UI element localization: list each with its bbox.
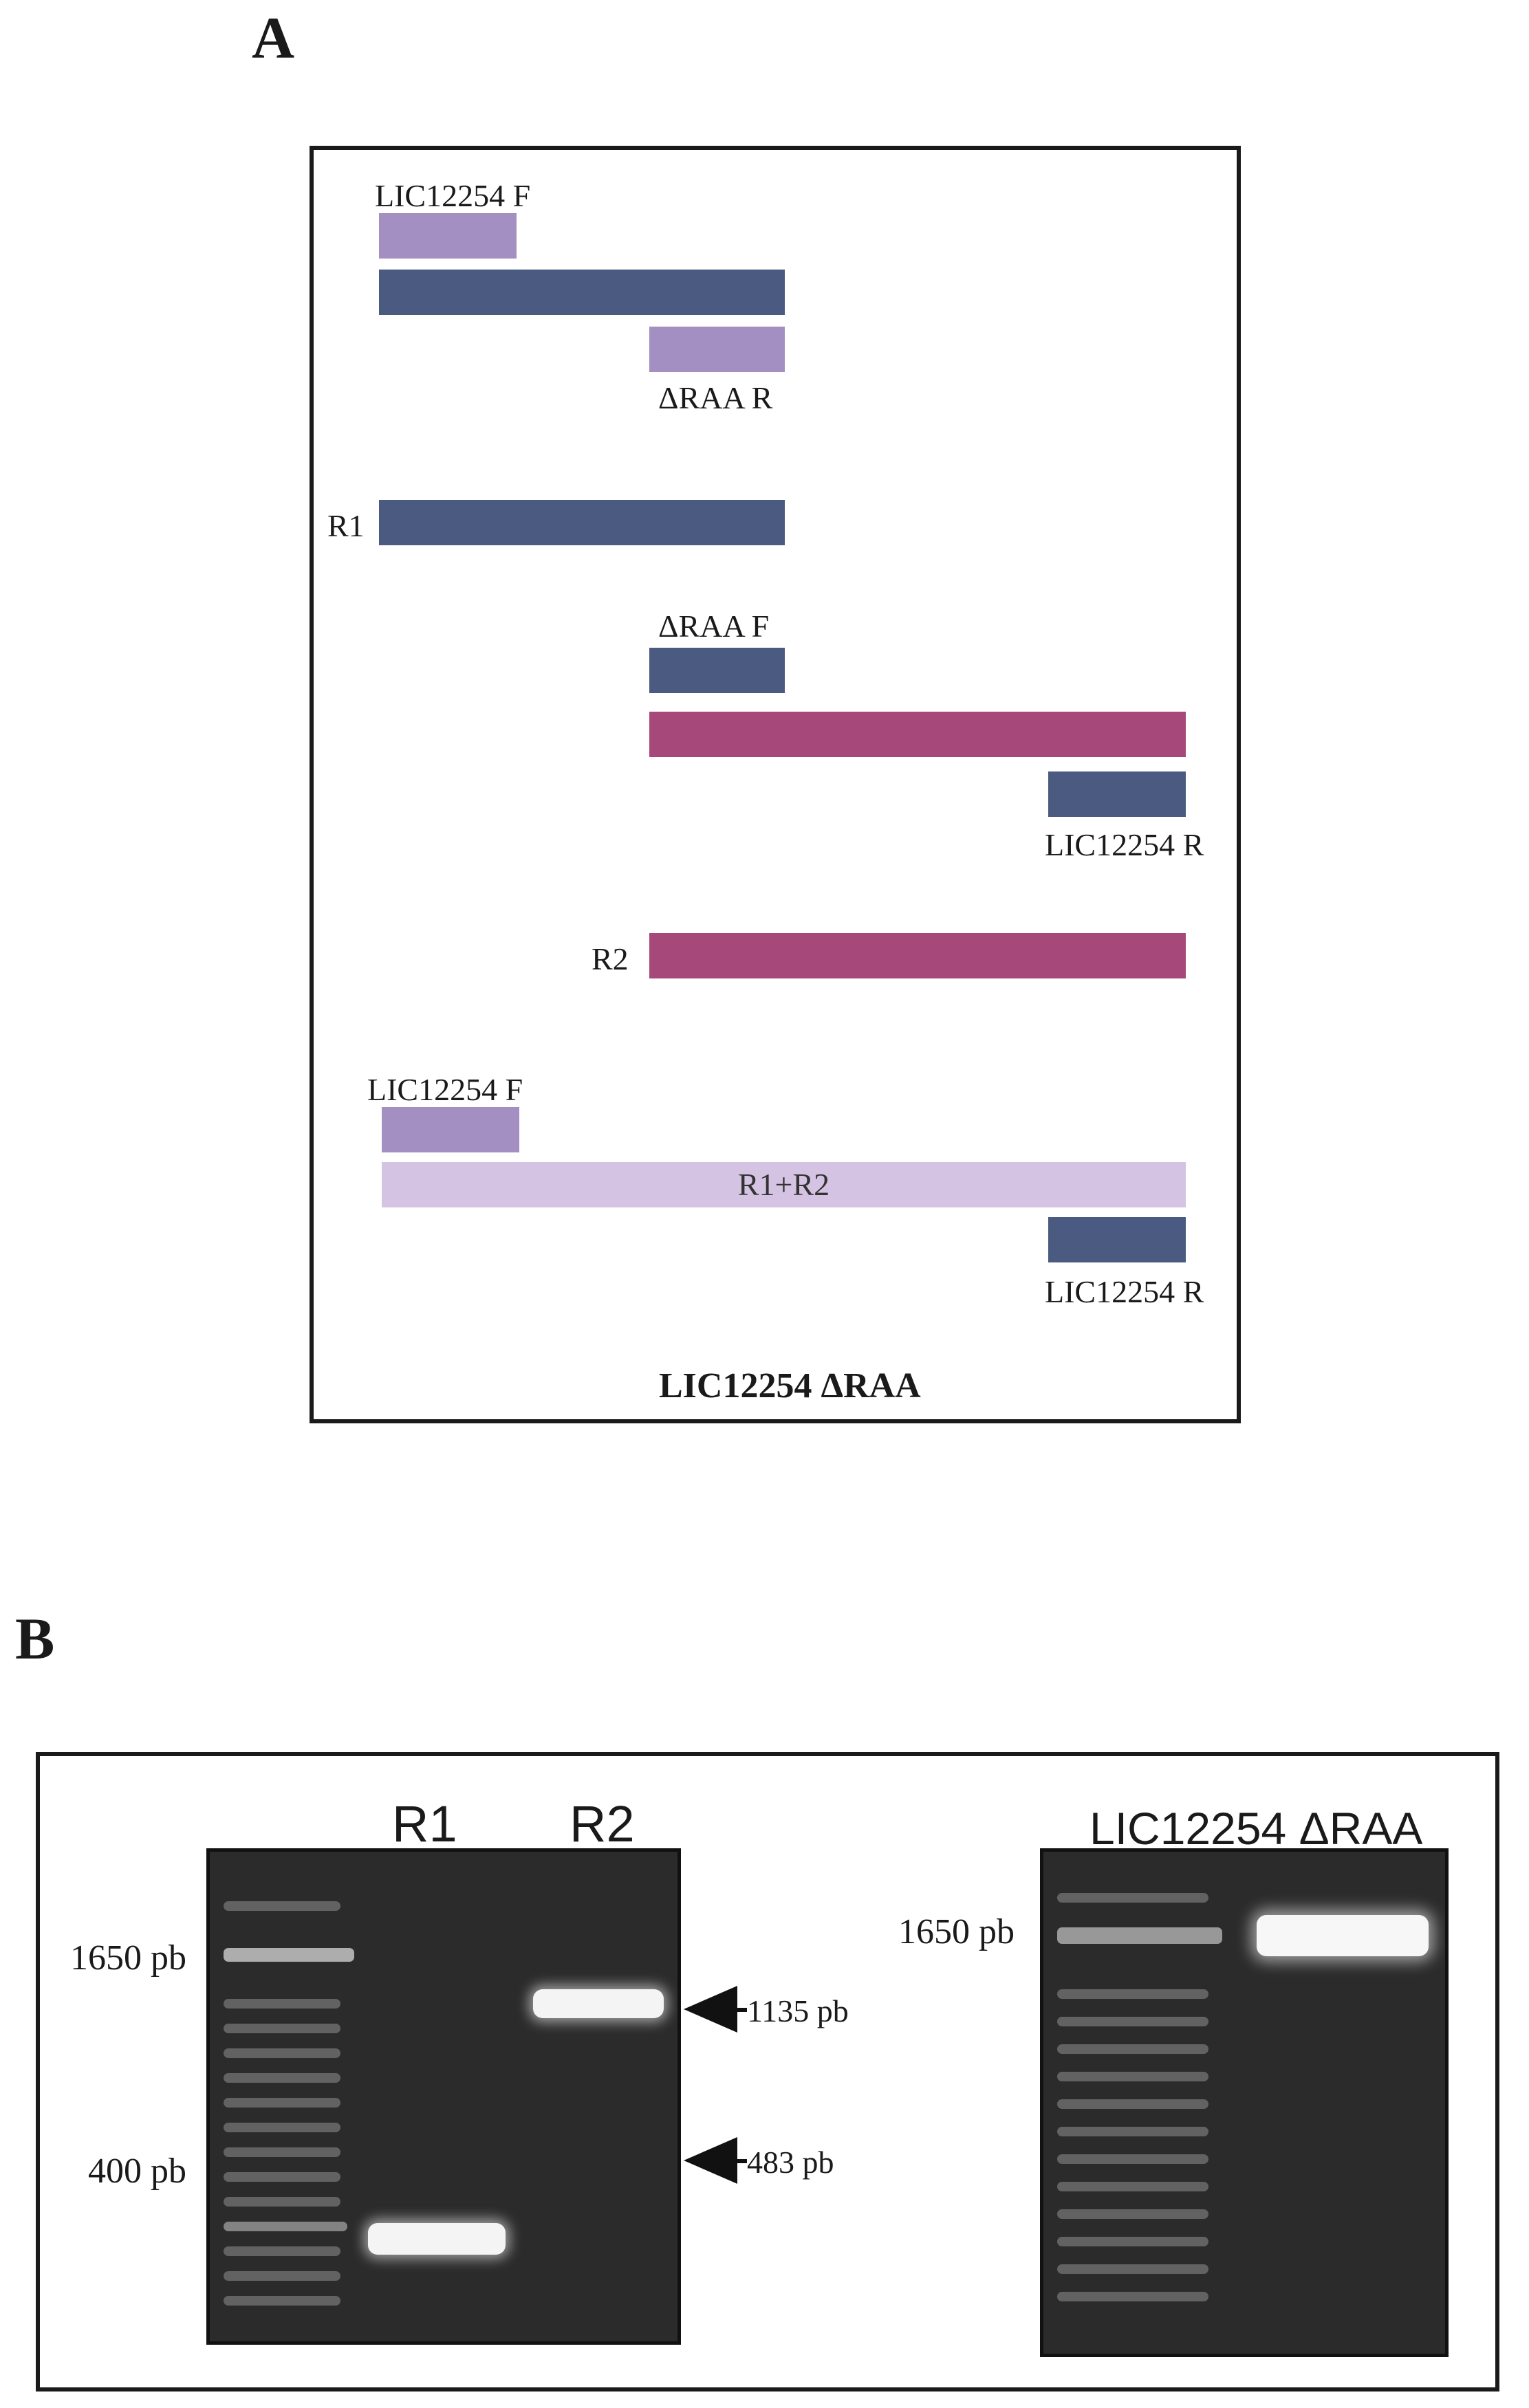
gel1-lane-r1-label: R1	[392, 1795, 457, 1852]
product-r2	[649, 933, 1186, 978]
ladder-band	[224, 2246, 340, 2256]
fused-product-r1-r2: R1+R2	[382, 1162, 1186, 1207]
primer-lic12254-r-label-1: LIC12254 R	[1045, 827, 1204, 862]
ladder-band	[1057, 2292, 1208, 2301]
band-r2-1135	[533, 1989, 664, 2018]
band-r1-483	[368, 2223, 506, 2255]
ladder-band	[224, 2123, 340, 2132]
gel2-title: LIC12254 ΔRAA	[1089, 1803, 1423, 1854]
ladder-band	[224, 2172, 340, 2182]
primer-lic12254-r-label-2: LIC12254 R	[1045, 1274, 1204, 1309]
arrow-483-icon	[684, 2137, 737, 2184]
ladder-band	[1057, 2099, 1208, 2109]
ladder-band	[1057, 2182, 1208, 2191]
panel-b-frame	[36, 1752, 1499, 2391]
gel1-lane-r2-label: R2	[570, 1795, 635, 1852]
product-r2-label: R2	[592, 941, 629, 976]
band-lic12254-raa	[1257, 1915, 1429, 1956]
primer-lic12254-r-1	[1048, 771, 1186, 817]
arrow-483-shaft	[733, 2159, 747, 2163]
ladder-band	[224, 2271, 340, 2281]
ladder-band-1650	[1057, 1927, 1222, 1944]
primer-lic12254-r-2	[1048, 1217, 1186, 1262]
primer-raa-f-label: ΔRAA F	[658, 609, 770, 644]
ladder-band	[1057, 2209, 1208, 2219]
arrow-1135-icon	[684, 1986, 737, 2033]
gel1-marker-400-label: 400 pb	[88, 2152, 186, 2191]
ladder-band	[224, 2098, 340, 2108]
ladder-band	[224, 1901, 340, 1911]
panel-a-letter: A	[252, 5, 295, 71]
primer-lic12254-f-2	[382, 1107, 519, 1152]
template-strand-r2	[649, 712, 1186, 757]
ladder-band	[1057, 2044, 1208, 2054]
product-r1-label: R1	[327, 508, 365, 543]
ladder-band	[1057, 1989, 1208, 1999]
ladder-band	[1057, 2237, 1208, 2246]
ladder-band	[1057, 2154, 1208, 2164]
gel-image-2	[1040, 1848, 1449, 2357]
gel-image-1	[206, 1848, 681, 2345]
ladder-band	[224, 2048, 340, 2058]
ladder-band	[224, 2296, 340, 2306]
panel-b-letter: B	[15, 1606, 55, 1672]
primer-lic12254-f-label: LIC12254 F	[375, 178, 531, 213]
product-r1	[379, 500, 785, 545]
arrow-1135-shaft	[733, 2008, 747, 2012]
ladder-band-1650	[224, 1948, 354, 1962]
primer-lic12254-f-label-2: LIC12254 F	[367, 1072, 523, 1107]
arrow-483-label: 483 pb	[747, 2145, 834, 2180]
ladder-band	[224, 2073, 340, 2083]
gel2-marker-1650-label: 1650 pb	[898, 1912, 1015, 1951]
ladder-band	[224, 2197, 340, 2207]
ladder-band	[224, 2147, 340, 2157]
fused-product-label: R1+R2	[737, 1167, 830, 1202]
template-strand-r1	[379, 270, 785, 315]
ladder-band	[224, 2024, 340, 2033]
gel1-marker-1650-label: 1650 pb	[70, 1938, 186, 1978]
ladder-band	[1057, 2072, 1208, 2081]
primer-raa-f	[649, 648, 785, 693]
ladder-band	[224, 1999, 340, 2009]
ladder-band-400	[224, 2222, 347, 2231]
primer-raa-r-label: ΔRAA R	[658, 380, 773, 415]
panel-a-frame	[310, 146, 1241, 1423]
panel-a-caption: LIC12254 ΔRAA	[659, 1366, 921, 1405]
ladder-band	[1057, 2127, 1208, 2136]
ladder-band	[1057, 1893, 1208, 1903]
ladder-band	[1057, 2017, 1208, 2026]
ladder-band	[1057, 2264, 1208, 2274]
primer-raa-r	[649, 327, 785, 372]
primer-lic12254-f	[379, 213, 517, 259]
arrow-1135-label: 1135 pb	[747, 1993, 849, 2028]
